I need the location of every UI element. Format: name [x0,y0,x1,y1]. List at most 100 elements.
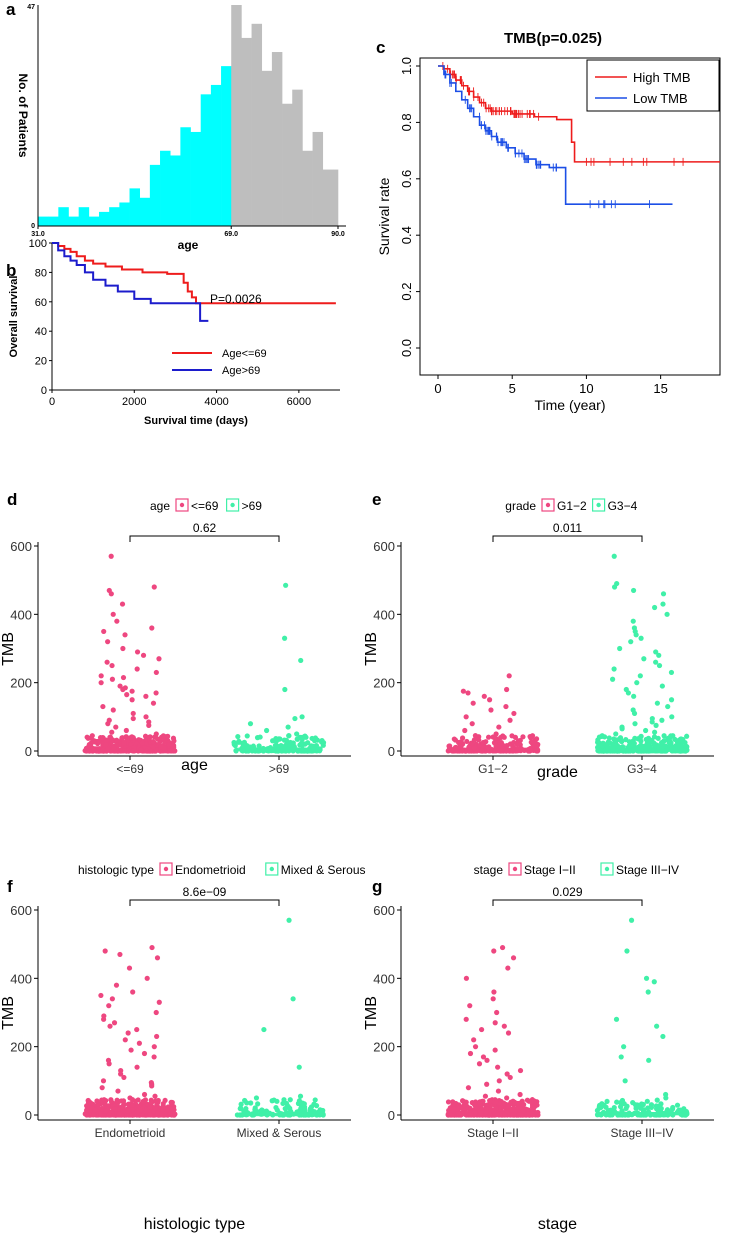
x-axis-label: Time (year) [534,397,605,413]
data-point [467,748,473,754]
data-point [104,659,110,665]
x-tick-label: Endometrioid [95,1126,166,1140]
data-point [234,1112,240,1118]
data-point [624,1103,630,1109]
data-point [606,735,612,741]
data-point [504,686,510,693]
data-point [156,656,162,662]
data-point [659,740,665,746]
data-point [117,951,123,958]
legend-label: Stage I−II [524,863,576,877]
data-point [160,1103,166,1109]
data-point [247,721,254,727]
data-point [645,1105,651,1111]
data-point [515,1112,521,1118]
data-point [98,1111,104,1117]
data-point [248,1100,254,1106]
histogram-bar [58,207,69,226]
data-point [236,738,242,744]
data-point [108,591,114,597]
data-point [129,1097,136,1103]
data-point [497,748,504,754]
data-point [103,1108,109,1114]
data-point [130,710,136,717]
histogram-bar [312,131,324,226]
data-point [654,700,660,706]
data-point [446,743,452,749]
data-point [668,733,674,739]
legend-label: Age<=69 [222,348,267,360]
histogram-bar [139,197,151,226]
histogram-bar [241,37,252,227]
x-tick-label: 6000 [287,396,311,408]
x-tick-label: Stage I−II [467,1126,519,1140]
legend-key [226,498,240,512]
data-point [99,748,105,754]
data-point [632,721,638,727]
data-point [471,745,477,751]
data-point [257,734,263,740]
data-point [294,731,300,737]
data-point [155,1110,161,1116]
legend-key-dot [163,866,169,872]
histogram-bar [231,5,242,226]
data-point [486,744,492,750]
data-point [298,657,304,664]
data-point [480,1054,487,1060]
data-point [609,747,615,754]
panel-label-f: f [7,877,13,896]
data-point [231,741,237,747]
data-point [626,744,633,750]
plot-frame [419,57,721,376]
data-point [315,747,321,753]
data-point [121,739,127,746]
data-point [292,715,298,722]
data-point [631,693,637,699]
y-axis-label: TMB [0,632,17,666]
data-point [105,746,111,752]
data-point [113,724,119,730]
y-tick-label: 600 [373,903,395,918]
histogram-bar [292,89,303,226]
data-point [147,1112,153,1118]
data-point [651,1112,658,1118]
data-point [605,745,611,751]
data-point [119,601,126,607]
data-point [460,688,466,694]
panel-e: e 0 200 400 600 G1−2 G3−4 grade TMB grade G1−2 G3−4… [363,490,714,781]
y-tick-label: 400 [373,971,395,986]
data-point [118,1071,124,1077]
y-tick-label: 100 [29,238,47,250]
data-point [652,729,658,735]
data-point [611,666,617,672]
data-point [121,1074,127,1081]
data-point [161,738,168,744]
data-point [299,1100,306,1106]
data-point [624,948,630,954]
data-point [632,735,638,741]
data-point [630,587,637,594]
p-value-annotation: P=0.0026 [210,292,262,306]
data-point [281,635,288,641]
data-point [618,738,624,744]
data-point [659,683,665,689]
data-point [240,748,246,754]
y-tick-label: 600 [10,903,32,918]
data-point [487,1103,493,1109]
legend-key [265,862,279,876]
y-tick-label: 0 [25,1108,32,1123]
histogram-bar [190,131,202,226]
data-point [296,747,303,754]
x-tick-label: 5 [509,381,516,396]
data-point [85,748,92,754]
data-point [153,731,159,737]
data-point [484,1057,490,1063]
data-point [445,1099,452,1105]
significance-bracket [129,535,280,542]
data-point [534,743,540,749]
data-point [467,1112,474,1118]
data-point [505,1030,512,1036]
data-point [166,741,172,748]
data-point [130,715,136,722]
data-point [639,1111,646,1117]
